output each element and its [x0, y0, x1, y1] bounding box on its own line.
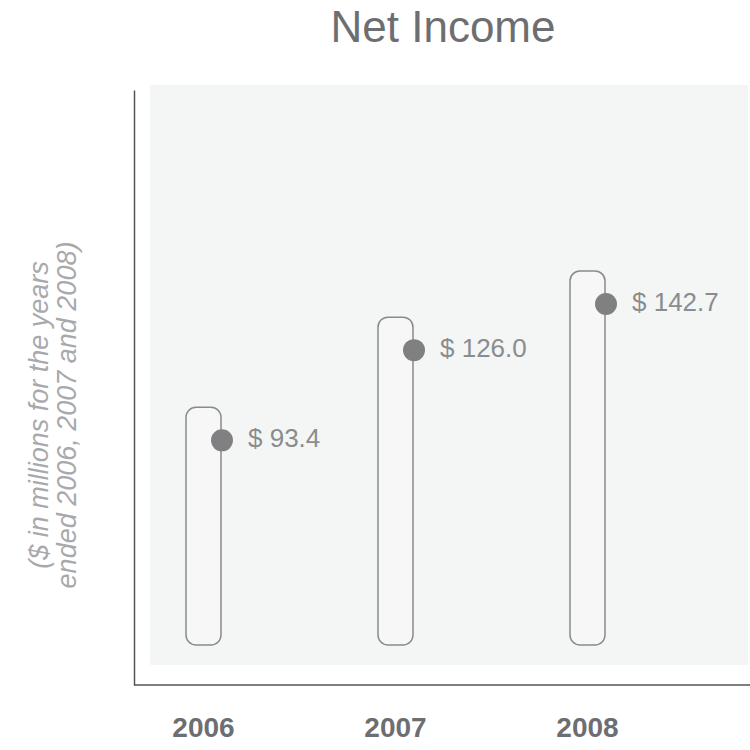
data-label: $ 93.4	[248, 423, 320, 453]
y-axis-title-line: ($ in millions for the years	[24, 261, 54, 569]
value-marker	[211, 429, 233, 451]
chart-svg: $ 93.4 $ 126.0 $ 142.7 2006 2007 2008 Net Inco…	[0, 0, 750, 750]
x-tick-label: 2008	[556, 712, 618, 743]
x-tick-label: 2007	[364, 712, 426, 743]
data-labels: $ 93.4 $ 126.0 $ 142.7	[248, 287, 719, 453]
y-axis-title-line: ended 2006, 2007 and 2008)	[52, 242, 82, 589]
marks	[186, 271, 617, 645]
bar	[378, 317, 413, 645]
data-label: $ 142.7	[632, 287, 719, 317]
x-axis: 2006 2007 2008	[172, 685, 618, 743]
value-marker	[595, 293, 617, 315]
bar	[570, 271, 605, 645]
x-tick: 2006	[172, 685, 234, 743]
y-axis-title: ($ in millions for the yearsended 2006, …	[24, 242, 82, 589]
y-axis-line	[134, 91, 136, 686]
x-tick: 2007	[364, 685, 426, 743]
chart-title: Net Income	[331, 2, 556, 51]
value-marker	[403, 339, 425, 361]
x-axis-line	[134, 684, 750, 686]
data-label: $ 126.0	[440, 333, 527, 363]
chart-container: $ 93.4 $ 126.0 $ 142.7 2006 2007 2008 Net Inco…	[0, 0, 750, 750]
x-tick: 2008	[556, 685, 618, 743]
x-tick-label: 2006	[172, 712, 234, 743]
plot-background	[150, 85, 748, 665]
y-axis	[134, 91, 135, 686]
